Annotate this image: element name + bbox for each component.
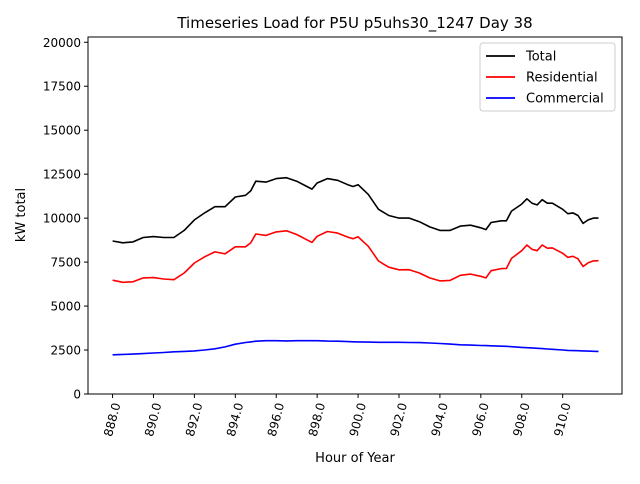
y-tick-label: 20000 (43, 36, 81, 50)
legend: Total Residential Commercial (479, 42, 616, 112)
y-tick-label: 15000 (43, 124, 81, 138)
series-line-total (112, 176, 599, 244)
y-axis-label: kW total (14, 188, 29, 242)
y-tick-label: 12500 (43, 168, 81, 182)
legend-label-residential: Residential (526, 71, 598, 86)
x-tick-label: 900.0 (347, 401, 369, 438)
y-axis: 0 2500 5000 7500 10000 12500 15000 17500 20000 (43, 36, 88, 402)
series-lines (112, 176, 599, 356)
plot-frame (87, 36, 623, 395)
x-tick-label: 888.0 (101, 401, 123, 438)
legend-label-commercial: Commercial (526, 92, 604, 107)
x-tick-label: 902.0 (388, 401, 410, 438)
x-tick-label: 894.0 (224, 401, 246, 438)
legend-box (479, 42, 616, 112)
y-tick-label: 0 (73, 388, 81, 402)
y-tick-label: 5000 (50, 300, 81, 314)
chart-title: Timeseries Load for P5U p5uhs30_1247 Day… (176, 14, 532, 33)
x-tick-label: 898.0 (306, 401, 328, 438)
series-line-commercial (112, 339, 599, 356)
x-tick-label: 906.0 (469, 401, 491, 438)
y-tick-label: 7500 (50, 256, 81, 270)
x-axis-label: Hour of Year (315, 451, 395, 466)
x-tick-label: 892.0 (183, 401, 205, 438)
y-tick-label: 17500 (43, 80, 81, 94)
x-tick-label: 896.0 (265, 401, 287, 438)
x-tick-label: 890.0 (142, 401, 164, 438)
y-tick-label: 2500 (50, 344, 81, 358)
legend-label-total: Total (525, 50, 556, 65)
x-axis: 888.0 890.0 892.0 894.0 896.0 898.0 900.0 902.0… (101, 394, 574, 438)
series-line-residential (112, 230, 599, 284)
x-tick-label: 910.0 (551, 401, 573, 438)
y-tick-label: 10000 (43, 212, 81, 226)
x-tick-label: 904.0 (428, 401, 450, 438)
x-tick-label: 908.0 (510, 401, 532, 438)
